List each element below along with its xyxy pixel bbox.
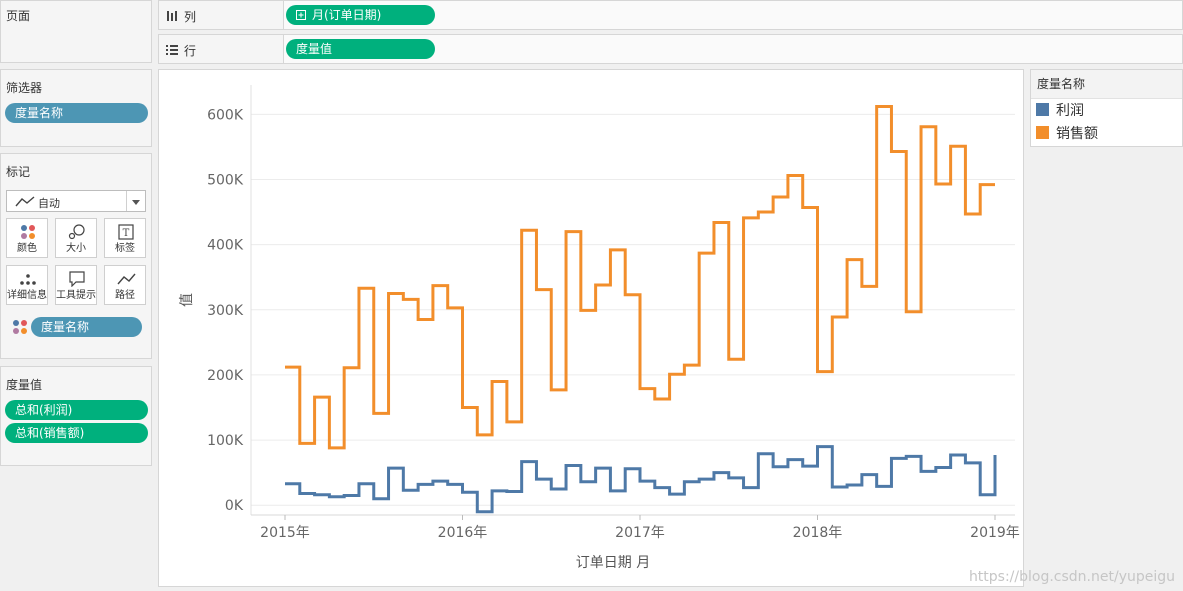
- mark-type-label: 自动: [38, 197, 60, 210]
- pages-title: 页面: [6, 9, 31, 23]
- mark-size-label: 大小: [66, 243, 86, 254]
- x-axis-title: 订单日期 月: [576, 555, 650, 571]
- mark-path-button[interactable]: 路径: [104, 265, 146, 305]
- mark-tooltip-label: 工具提示: [56, 290, 96, 301]
- y-tick-label: 200K: [207, 368, 244, 384]
- series-line-sales: [285, 105, 995, 450]
- x-tick-label: 2017年: [615, 525, 665, 541]
- x-tick-label: 2019年: [970, 525, 1020, 541]
- marks-panel[interactable]: 标记 自动 颜色 大小 T 标签 详: [0, 153, 152, 359]
- detail-icon: [20, 274, 36, 285]
- y-axis-title: 值: [179, 293, 195, 307]
- line-mark-icon: [15, 196, 35, 207]
- y-tick-label: 600K: [207, 107, 244, 123]
- mark-label-button[interactable]: T 标签: [104, 218, 146, 258]
- measure-values-panel[interactable]: 度量值 总和(利润) 总和(销售额): [0, 366, 152, 466]
- color-legend[interactable]: 度量名称 利润 销售额: [1030, 69, 1183, 147]
- legend-item-profit[interactable]: 利润: [1036, 101, 1084, 121]
- rows-label: 行: [184, 44, 197, 58]
- measure-pill-sales[interactable]: 总和(销售额): [5, 423, 148, 443]
- mark-tooltip-button[interactable]: 工具提示: [55, 265, 97, 305]
- series-line-profit: [285, 445, 997, 514]
- legend-swatch-profit: [1036, 103, 1049, 116]
- tooltip-icon: [69, 271, 85, 287]
- pages-panel[interactable]: 页面: [0, 0, 152, 63]
- marks-color-pill[interactable]: 度量名称: [31, 317, 142, 337]
- mark-color-label: 颜色: [17, 243, 37, 254]
- filter-pill-measure-names[interactable]: 度量名称: [5, 103, 148, 123]
- mark-type-dropdown[interactable]: 自动: [6, 190, 146, 212]
- rows-icon: [166, 45, 178, 55]
- rows-shelf[interactable]: 行 度量值: [158, 34, 1183, 64]
- columns-shelf[interactable]: 列 月(订单日期): [158, 0, 1183, 30]
- columns-icon: [167, 11, 177, 21]
- svg-text:T: T: [123, 228, 130, 239]
- watermark: https://blog.csdn.net/yupeigu: [968, 569, 1175, 585]
- size-icon: [68, 224, 85, 240]
- columns-pill-label: 月(订单日期): [312, 8, 382, 22]
- mark-path-label: 路径: [115, 290, 135, 301]
- measure-values-title: 度量值: [6, 378, 43, 392]
- y-tick-label: 400K: [207, 238, 244, 254]
- color-dots-icon: [13, 320, 27, 334]
- line-chart[interactable]: 0K 100K 200K 300K 400K 500K 600K 2015年 2016年 2017…: [159, 70, 1023, 586]
- x-tick-label: 2016年: [438, 525, 488, 541]
- x-tick-label: 2015年: [260, 525, 310, 541]
- legend-item-sales[interactable]: 销售额: [1036, 124, 1098, 144]
- mark-size-button[interactable]: 大小: [55, 218, 97, 258]
- y-tick-label: 300K: [207, 303, 244, 319]
- measure-pill-profit[interactable]: 总和(利润): [5, 400, 148, 420]
- path-icon: [117, 273, 136, 285]
- legend-title: 度量名称: [1031, 70, 1182, 99]
- mark-detail-label: 详细信息: [7, 290, 47, 301]
- filters-panel[interactable]: 筛选器 度量名称: [0, 69, 152, 147]
- legend-label-sales: 销售额: [1056, 126, 1098, 142]
- mark-color-button[interactable]: 颜色: [6, 218, 48, 258]
- mark-label-label: 标签: [115, 243, 135, 254]
- columns-pill-month[interactable]: 月(订单日期): [286, 5, 435, 25]
- chevron-down-icon[interactable]: [132, 200, 140, 205]
- chart-view[interactable]: 0K 100K 200K 300K 400K 500K 600K 2015年 2016年 2017…: [158, 69, 1024, 587]
- filters-title: 筛选器: [6, 81, 43, 95]
- label-icon: T: [118, 224, 134, 240]
- legend-swatch-sales: [1036, 126, 1049, 139]
- y-tick-label: 500K: [207, 172, 244, 188]
- mark-detail-button[interactable]: 详细信息: [6, 265, 48, 305]
- rows-pill-measure-values[interactable]: 度量值: [286, 39, 435, 59]
- legend-label-profit: 利润: [1056, 103, 1084, 119]
- columns-label: 列: [184, 10, 197, 24]
- x-tick-label: 2018年: [793, 525, 843, 541]
- y-tick-label: 100K: [207, 433, 244, 449]
- y-tick-label: 0K: [225, 498, 244, 514]
- marks-title: 标记: [6, 165, 31, 179]
- expand-plus-icon[interactable]: [296, 10, 306, 20]
- color-dots-icon: [21, 225, 35, 239]
